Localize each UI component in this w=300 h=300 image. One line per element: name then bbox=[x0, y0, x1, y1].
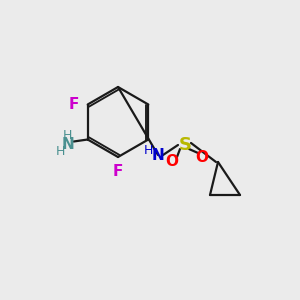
Text: N: N bbox=[61, 137, 74, 152]
Text: O: O bbox=[196, 151, 208, 166]
Text: H: H bbox=[143, 145, 153, 158]
Text: F: F bbox=[68, 97, 79, 112]
Text: H: H bbox=[56, 145, 65, 158]
Text: F: F bbox=[113, 164, 123, 178]
Text: N: N bbox=[152, 148, 164, 163]
Text: O: O bbox=[166, 154, 178, 169]
Text: H: H bbox=[63, 129, 72, 142]
Text: S: S bbox=[178, 136, 191, 154]
